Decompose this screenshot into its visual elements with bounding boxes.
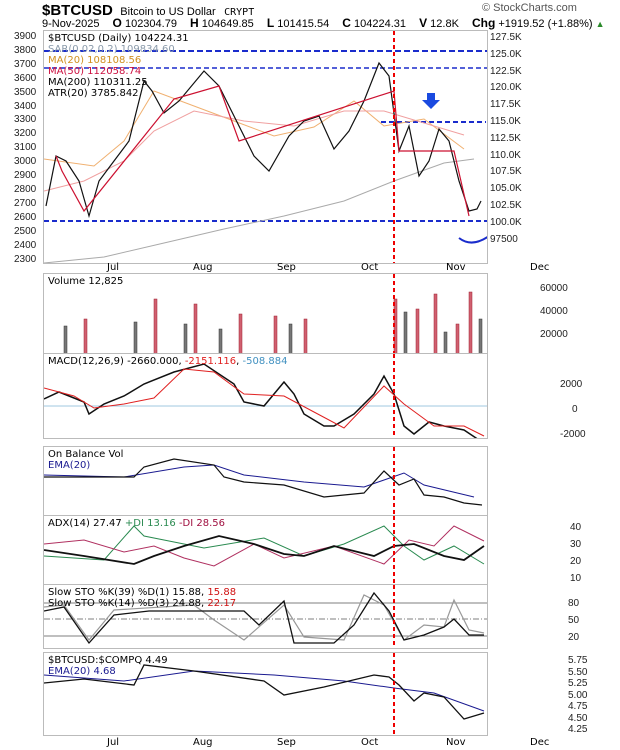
- ohlc-row: 9-Nov-2025 O 102304.79 H 104649.85 L 101…: [42, 16, 605, 30]
- price-right-axis: 127.5K 125.0K 122.5K 120.0K 117.5K 115.0K 112.…: [490, 32, 522, 245]
- x-tick-jul: Jul: [107, 262, 120, 273]
- bottom-tick-dec: Dec: [530, 737, 550, 748]
- x-tick-nov: Nov: [446, 262, 466, 273]
- x-tick-dec: Dec: [530, 262, 550, 273]
- macd-axis: 2000 0 -2000: [560, 379, 586, 440]
- date: 9-Nov-2025: [42, 18, 100, 30]
- volume-value: 12.8K: [430, 18, 459, 30]
- obv-plot: [44, 447, 483, 515]
- x-tick-oct: Oct: [361, 262, 379, 273]
- ma50-legend: MA(50) 112058.74: [48, 66, 142, 77]
- close-label: C: [342, 16, 351, 30]
- x-tick-sep: Sep: [277, 262, 296, 273]
- sto-axis: 80 50 20: [568, 598, 580, 643]
- exchange: CRYPT: [224, 7, 255, 18]
- adx-plot: [44, 516, 485, 584]
- volume-title: Volume 12,825: [48, 276, 124, 287]
- macd-panel[interactable]: MACD(12,26,9) -2660.000, -2151.116, -508…: [43, 353, 488, 439]
- rs-title: $BTCUSD:$COMPQ 4.49: [48, 655, 168, 666]
- sto-legend-2: Slow STO %K(14) %D(3) 24.88, 22.17: [48, 598, 237, 609]
- ma200-legend: MA(200) 110311.25: [48, 77, 148, 88]
- volume-panel[interactable]: Volume 12,825: [43, 273, 488, 355]
- rs-axis: 5.75 5.50 5.25 5.00 4.75 4.50 4.25: [568, 655, 588, 735]
- obv-title: On Balance Vol: [48, 449, 124, 460]
- close-value: 104224.31: [354, 18, 407, 30]
- adx-panel[interactable]: ADX(14) 27.47 +DI 13.16 -DI 28.56: [43, 515, 488, 585]
- bottom-tick-sep: Sep: [277, 737, 296, 748]
- sar-legend: SAR(0.02,0.2) 109834.60: [48, 44, 175, 55]
- symbol: $BTCUSD: [42, 2, 113, 19]
- open-value: 102304.79: [124, 18, 177, 30]
- rs-ema: EMA(20) 4.68: [48, 666, 116, 677]
- macd-plot: [44, 354, 487, 438]
- high-label: H: [190, 16, 199, 30]
- obv-ema: EMA(20): [48, 460, 91, 471]
- adx-legend: ADX(14) 27.47 +DI 13.16 -DI 28.56: [48, 518, 226, 529]
- ma20-legend: MA(20) 108108.56: [48, 55, 142, 66]
- sto-legend-1: Slow STO %K(39) %D(1) 15.88, 15.88: [48, 587, 237, 598]
- sto-plot: [44, 585, 487, 648]
- rs-panel[interactable]: $BTCUSD:$COMPQ 4.49 EMA(20) 4.68: [43, 652, 488, 736]
- macd-legend: MACD(12,26,9) -2660.000, -2151.116, -508…: [48, 356, 288, 367]
- volume-label: V: [419, 16, 428, 30]
- bottom-tick-oct: Oct: [361, 737, 379, 748]
- volume-axis: 60000 40000 20000: [540, 283, 568, 340]
- rs-plot: [44, 653, 485, 735]
- volume-bars: [63, 274, 483, 354]
- change-label: Chg: [471, 16, 496, 30]
- x-tick-aug: Aug: [193, 262, 213, 273]
- obv-panel[interactable]: On Balance Vol EMA(20): [43, 446, 488, 516]
- low-label: L: [266, 16, 275, 30]
- price-title: $BTCUSD (Daily) 104224.31: [48, 33, 189, 44]
- price-left-axis: 3900 3800 3700 3600 3500 3400 3300 3200 3100 3000…: [14, 31, 37, 265]
- chart-header: $BTCUSD Bitcoin to US Dollar CRYPT: [42, 2, 482, 26]
- description: Bitcoin to US Dollar: [120, 6, 216, 18]
- bottom-tick-aug: Aug: [193, 737, 213, 748]
- low-value: 101415.54: [277, 18, 330, 30]
- watermark: © StockCharts.com: [482, 2, 577, 14]
- sto-panel[interactable]: Slow STO %K(39) %D(1) 15.88, 15.88 Slow …: [43, 584, 488, 649]
- bottom-tick-jul: Jul: [107, 737, 120, 748]
- up-arrow-icon: ▲: [595, 19, 605, 29]
- price-plot: [44, 31, 487, 263]
- high-value: 104649.85: [201, 18, 254, 30]
- open-label: O: [112, 16, 122, 30]
- atr-legend: ATR(20) 3785.842: [48, 88, 139, 99]
- bottom-tick-nov: Nov: [446, 737, 466, 748]
- change-value: +1919.52 (+1.88%): [498, 18, 593, 30]
- adx-axis: 40 30 20 10: [570, 522, 582, 584]
- price-panel[interactable]: $BTCUSD (Daily) 104224.31 SAR(0.02,0.2) …: [43, 30, 488, 264]
